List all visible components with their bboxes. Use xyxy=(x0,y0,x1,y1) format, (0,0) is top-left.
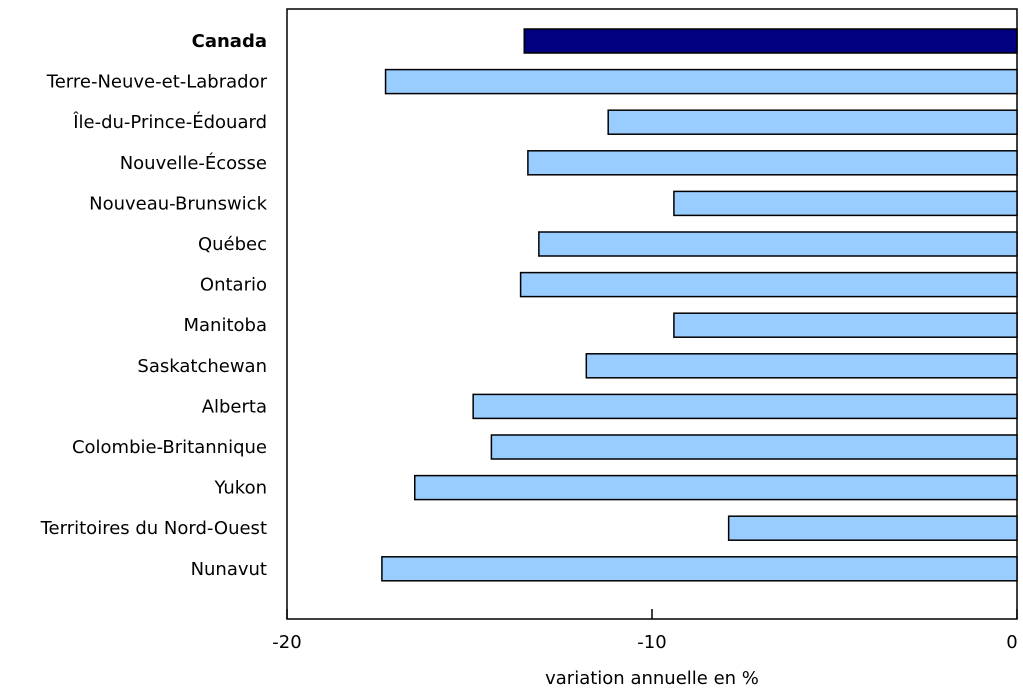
category-label-colombie-britannique: Colombie-Britannique xyxy=(72,437,267,458)
bar-colombie-britannique xyxy=(490,434,1018,460)
bar-saskatchewan xyxy=(585,353,1018,379)
x-tick-label: -20 xyxy=(272,632,301,653)
bar-ontario xyxy=(519,271,1018,298)
category-label-nunavut: Nunavut xyxy=(191,559,267,580)
bar-nouvelle-ecosse xyxy=(527,150,1018,176)
bar-manitoba xyxy=(673,312,1018,338)
bar-terre-neuve-et-labrador xyxy=(384,68,1018,95)
category-label-nouveau-brunswick: Nouveau-Brunswick xyxy=(89,193,267,214)
category-label-canada: Canada xyxy=(192,31,267,52)
category-label-quebec: Québec xyxy=(198,234,267,255)
bar-ile-du-prince-edouard xyxy=(607,109,1018,135)
category-label-territoires-du-nord-ouest: Territoires du Nord-Ouest xyxy=(40,518,267,539)
category-label-alberta: Alberta xyxy=(202,396,267,417)
bar-nunavut xyxy=(381,556,1018,582)
x-tick-label: 0 xyxy=(1006,632,1017,653)
category-label-terre-neuve-et-labrador: Terre-Neuve-et-Labrador xyxy=(46,72,268,93)
bar-quebec xyxy=(538,231,1018,257)
bar-yukon xyxy=(414,474,1018,501)
x-axis-ticks: -20 -10 0 xyxy=(272,609,1018,653)
category-label-manitoba: Manitoba xyxy=(184,315,268,336)
category-label-yukon: Yukon xyxy=(213,478,267,499)
bars-layer xyxy=(381,28,1018,582)
x-axis-title: variation annuelle en % xyxy=(545,668,759,689)
category-label-nouvelle-ecosse: Nouvelle-Écosse xyxy=(120,152,267,174)
category-labels: Canada Terre-Neuve-et-Labrador Île-du-Prin… xyxy=(40,31,268,580)
bar-alberta xyxy=(472,393,1018,420)
x-tick-label: -10 xyxy=(637,632,666,653)
category-label-ontario: Ontario xyxy=(200,275,267,296)
bar-canada xyxy=(523,28,1018,54)
bar-territoires-du-nord-ouest xyxy=(727,515,1018,541)
category-label-saskatchewan: Saskatchewan xyxy=(137,356,267,377)
category-label-ile-du-prince-edouard: Île-du-Prince-Édouard xyxy=(72,111,267,133)
bar-nouveau-brunswick xyxy=(673,190,1018,217)
